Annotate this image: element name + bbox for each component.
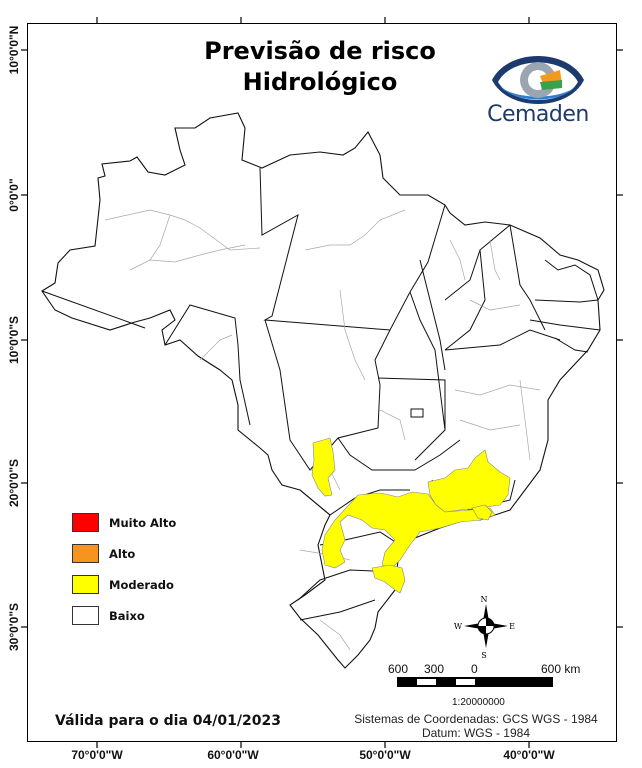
lat-label-10n: 10°0'0"N <box>7 25 21 75</box>
coord-system: Sistemas de Coordenadas: GCS WGS - 1984 <box>354 712 598 726</box>
swatch-orange <box>72 544 99 563</box>
legend-item-baixo: Baixo <box>72 600 176 631</box>
legend-item-alto: Alto <box>72 538 176 569</box>
lat-label-0: 0°0'0" <box>7 178 21 212</box>
swatch-yellow <box>72 575 99 594</box>
area-ms-north <box>311 437 336 497</box>
scale-label-600-km: 600 km <box>541 662 581 676</box>
legend-label: Alto <box>109 546 136 561</box>
axis-ticks <box>21 17 623 748</box>
compass-w: W <box>454 622 463 631</box>
region-borders <box>104 209 541 651</box>
legend-label: Baixo <box>109 608 145 623</box>
legend-item-moderado: Moderado <box>72 569 176 600</box>
scale-ratio: 1:20000000 <box>452 697 505 708</box>
legend-label: Muito Alto <box>109 515 177 530</box>
valid-date: Válida para o dia 04/01/2023 <box>55 713 281 729</box>
legend: Muito Alto Alto Moderado Baixo <box>72 507 176 631</box>
map-frame <box>27 23 617 742</box>
lon-label-40w: 40°0'0"W <box>503 748 555 762</box>
scale-label-0: 0 <box>471 662 478 676</box>
lat-label-30s: 30°0'0"S <box>7 602 21 652</box>
cemaden-eye-logo-icon <box>492 56 584 104</box>
legend-label: Moderado <box>109 577 174 592</box>
lon-label-70w: 70°0'0"W <box>71 748 123 762</box>
scale-bar <box>397 677 553 687</box>
compass-e: E <box>509 622 515 631</box>
compass-s: S <box>481 651 486 660</box>
brazil-map <box>41 112 605 669</box>
scale-label-300: 300 <box>424 662 445 676</box>
title-line-2: Hidrológico <box>242 68 398 96</box>
lon-label-60w: 60°0'0"W <box>207 748 259 762</box>
datum: Datum: WGS - 1984 <box>421 726 531 740</box>
scale-label-600: 600 <box>388 662 409 676</box>
swatch-white <box>72 606 99 625</box>
north-arrow-compass: N S W E <box>454 595 515 660</box>
coordinate-info: Sistemas de Coordenadas: GCS WGS - 1984 … <box>340 712 612 740</box>
area-rj <box>471 504 493 521</box>
compass-n: N <box>481 595 488 604</box>
title-line-1: Previsão de risco <box>204 37 436 65</box>
moderate-risk-areas <box>311 437 511 594</box>
lat-label-20s: 20°0'0"S <box>7 458 21 508</box>
logo-text: Cemaden <box>487 102 589 127</box>
swatch-red <box>72 513 99 532</box>
area-sc-north <box>371 564 406 594</box>
lat-label-10s: 10°0'0"S <box>7 315 21 365</box>
page-title: Previsão de risco Hidrológico <box>170 36 470 98</box>
brazil-outline <box>41 112 605 669</box>
legend-item-muito-alto: Muito Alto <box>72 507 176 538</box>
lon-label-50w: 50°0'0"W <box>359 748 411 762</box>
